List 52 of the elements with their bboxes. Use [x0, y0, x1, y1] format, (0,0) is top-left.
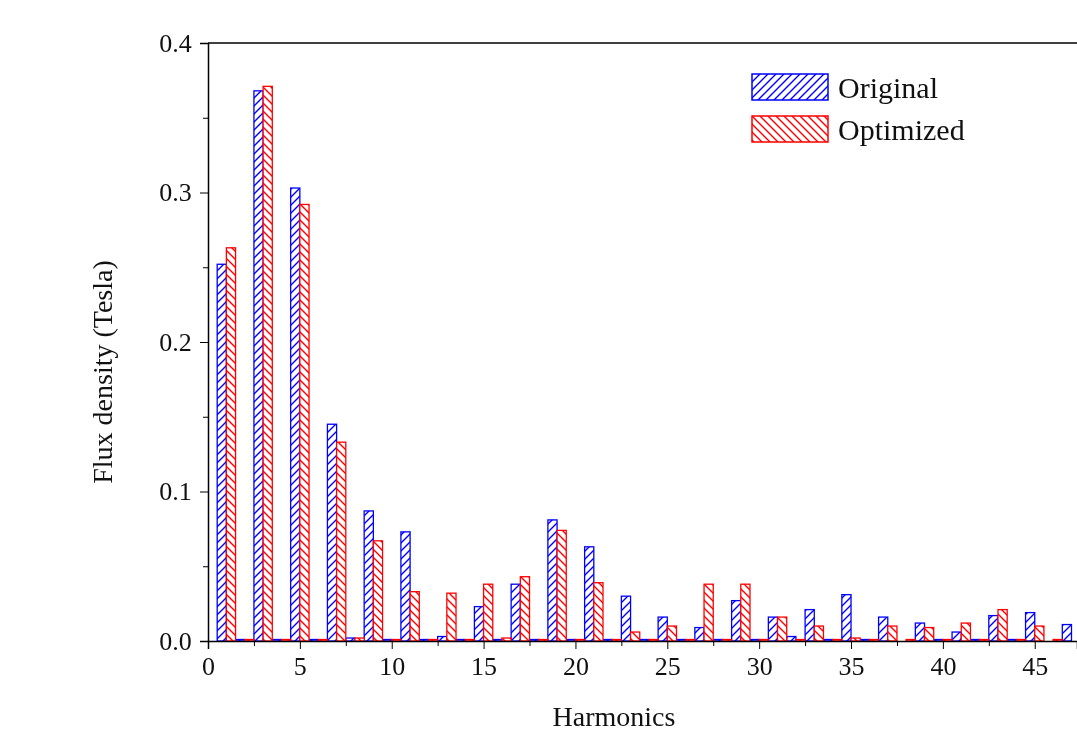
x-tick-label: 10: [379, 652, 406, 682]
bar: [804, 608, 815, 642]
bar: [225, 247, 237, 642]
bar: [657, 616, 668, 642]
bar: [262, 85, 273, 642]
bar: [1034, 625, 1045, 642]
y-tick-label: 0.1: [159, 477, 192, 507]
bar: [519, 576, 531, 642]
bar: [887, 625, 898, 642]
bar: [923, 626, 935, 642]
legend-label: Original: [838, 71, 938, 104]
bar: [446, 592, 457, 642]
bar: [593, 582, 604, 642]
bar: [960, 622, 972, 642]
x-tick-label: 35: [838, 652, 865, 682]
bar: [740, 583, 751, 642]
bar: [510, 583, 521, 642]
bar: [400, 531, 411, 642]
bar: [1061, 623, 1073, 642]
bar: [997, 608, 1008, 642]
bar: [703, 583, 714, 642]
x-tick-label: 40: [930, 652, 957, 682]
y-tick-label: 0.4: [159, 28, 192, 58]
bar: [813, 625, 825, 642]
bar: [409, 591, 420, 642]
bar: [850, 637, 861, 642]
y-tick-label: 0.2: [159, 327, 192, 357]
x-tick-label: 15: [471, 652, 498, 682]
bar: [354, 637, 365, 642]
x-tick-label: 5: [293, 652, 307, 682]
bar: [841, 594, 852, 642]
x-tick-label: 25: [654, 652, 681, 682]
bar: [629, 631, 641, 642]
bar: [299, 203, 310, 642]
x-tick-label: 20: [562, 652, 589, 682]
y-axis-title: Flux density (Tesla): [87, 260, 118, 484]
bar: [372, 540, 384, 642]
bar: [335, 441, 347, 642]
y-tick-label: 0.3: [159, 178, 192, 208]
bar: [556, 529, 567, 642]
bar: [666, 625, 678, 642]
legend-label: Optimized: [838, 113, 965, 146]
bar: [620, 595, 632, 642]
bar: [501, 637, 512, 642]
bar: [951, 631, 962, 642]
bar: [482, 583, 494, 642]
x-tick-label: 30: [746, 652, 773, 682]
y-tick-label: 0.0: [159, 626, 192, 656]
x-tick-label: 45: [1022, 652, 1049, 682]
x-tick-label: 0: [202, 652, 215, 682]
bar: [776, 616, 788, 642]
x-axis-title: Harmonics: [552, 701, 676, 732]
